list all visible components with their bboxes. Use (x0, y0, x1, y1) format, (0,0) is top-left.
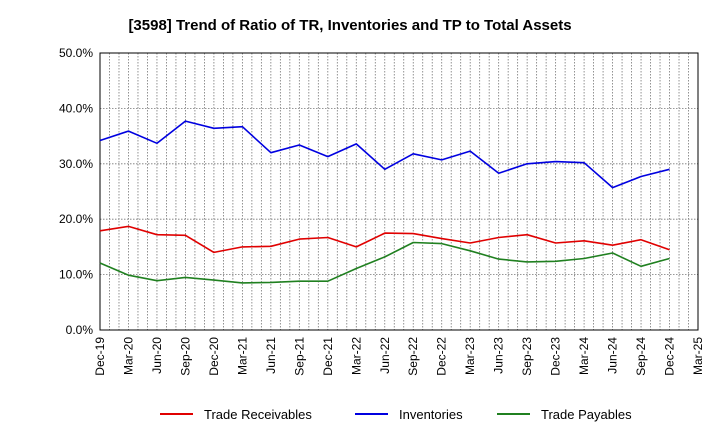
series-line-trade-payables (99, 241, 670, 284)
series-lines (99, 120, 670, 284)
legend-label: Inventories (399, 407, 463, 422)
y-tick-label: 10.0% (59, 268, 93, 282)
x-axis: Dec-19 Mar-20 Jun-20 Sep-20 Dec-20 Mar-21 Jun-… (93, 337, 705, 376)
x-tick-label: Mar-22 (349, 337, 363, 375)
legend-label: Trade Receivables (204, 407, 312, 422)
grid (99, 52, 699, 331)
x-tick-label: Mar-23 (463, 337, 477, 375)
x-tick-label: Dec-20 (207, 337, 221, 376)
x-tick-label: Sep-22 (406, 337, 420, 376)
x-tick-label: Mar-20 (121, 337, 135, 375)
x-tick-label: Sep-23 (520, 337, 534, 376)
x-tick-label: Mar-25 (691, 337, 705, 375)
x-tick-label: Dec-24 (663, 337, 677, 376)
y-tick-label: 30.0% (59, 157, 93, 171)
series-line-trade-receivables (99, 225, 670, 254)
x-tick-label: Jun-20 (150, 337, 164, 374)
x-tick-label: Sep-24 (634, 337, 648, 376)
x-tick-label: Mar-21 (235, 337, 249, 375)
x-tick-label: Sep-20 (178, 337, 192, 376)
x-tick-label: Jun-22 (378, 337, 392, 374)
x-tick-label: Dec-19 (93, 337, 107, 376)
legend: Trade Receivables Inventories Trade Payabl… (160, 407, 632, 422)
x-tick-label: Dec-21 (321, 337, 335, 376)
y-tick-label: 0.0% (66, 323, 94, 337)
x-tick-label: Dec-22 (435, 337, 449, 376)
x-tick-label: Jun-21 (264, 337, 278, 374)
x-tick-label: Sep-21 (292, 337, 306, 376)
legend-label: Trade Payables (541, 407, 632, 422)
y-tick-label: 20.0% (59, 212, 93, 226)
y-axis: 0.0% 10.0% 20.0% 30.0% 40.0% 50.0% (59, 46, 93, 337)
x-tick-label: Mar-24 (577, 337, 591, 375)
chart-title: [3598] Trend of Ratio of TR, Inventories… (128, 17, 571, 34)
series-line-inventories (99, 120, 670, 189)
y-tick-label: 40.0% (59, 101, 93, 115)
plot-area (99, 52, 699, 331)
x-tick-label: Jun-24 (606, 337, 620, 374)
x-tick-label: Dec-23 (549, 337, 563, 376)
x-tick-label: Jun-23 (492, 337, 506, 374)
y-tick-label: 50.0% (59, 46, 93, 60)
